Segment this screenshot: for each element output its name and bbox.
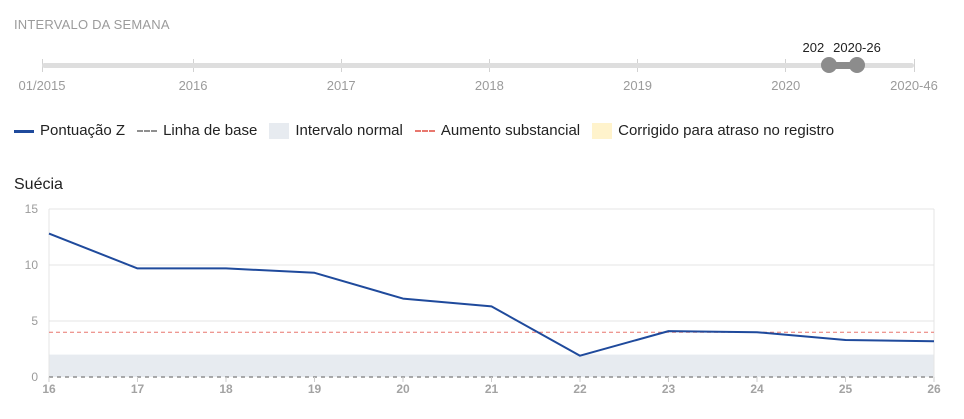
x-tick-label: 21 [485, 382, 499, 396]
chart-title: Suécia [14, 176, 63, 193]
legend-item-normal-range[interactable]: Intervalo normal [269, 122, 403, 140]
slider-start-label: 202 [802, 40, 825, 55]
x-tick-label: 19 [308, 382, 322, 396]
data-point[interactable] [665, 327, 673, 335]
slider-tick [913, 59, 915, 72]
band-layer [49, 354, 934, 377]
slider-tick-label: 2020 [771, 78, 801, 93]
y-tick-label: 10 [25, 258, 39, 272]
slider-track[interactable] [42, 63, 914, 68]
legend-swatch-substantial-increase [414, 130, 435, 132]
legend-item-baseline[interactable]: Linha de base [137, 122, 257, 140]
legend-swatch-baseline [137, 130, 158, 132]
week-range-heading: INTERVALO DA SEMANA [14, 17, 170, 32]
legend-item-delay-corrected[interactable]: Corrigido para atraso no registro [592, 122, 834, 140]
slider-tick-label: 2019 [623, 78, 653, 93]
legend-swatch-delay-corrected [592, 123, 613, 139]
grid-layer [48, 208, 935, 377]
slider-end-handle[interactable] [849, 57, 865, 73]
data-point[interactable] [399, 295, 407, 303]
data-point[interactable] [930, 337, 938, 345]
legend-label-delay-corrected: Corrigido para atraso no registro [618, 122, 835, 139]
y-tick-label: 0 [31, 370, 38, 384]
normal-range-band [49, 354, 934, 377]
x-tick-label: 22 [573, 382, 587, 396]
data-point[interactable] [45, 230, 53, 238]
data-point[interactable] [842, 336, 850, 344]
x-tick-label: 18 [219, 382, 233, 396]
series-line-z-score [48, 232, 935, 357]
data-point[interactable] [488, 302, 496, 310]
legend-label-z-score: Pontuação Z [40, 122, 126, 139]
legend-item-z-score[interactable]: Pontuação Z [14, 122, 125, 140]
legend-swatch-normal-range [269, 123, 290, 139]
x-tick-label: 25 [839, 382, 853, 396]
y-tick-label: 15 [25, 202, 39, 216]
series-layer [45, 230, 938, 360]
legend-item-substantial-increase[interactable]: Aumento substancial [414, 122, 581, 140]
slider-tick-label: 01/2015 [18, 78, 66, 93]
data-point[interactable] [753, 328, 761, 336]
slider-tick-label: 2020-46 [890, 78, 938, 93]
z-score-chart: 0 5 10 15 16 17 18 19 20 21 22 23 24 25 26 [25, 202, 941, 396]
legend-label-normal-range: Intervalo normal [295, 122, 403, 139]
y-tick-label: 5 [31, 314, 38, 328]
x-tick-label: 26 [927, 382, 941, 396]
slider-start-handle[interactable] [820, 57, 837, 73]
chart-legend: Pontuação Z Linha de base Intervalo norm… [14, 122, 846, 140]
data-point[interactable] [134, 264, 142, 272]
data-point[interactable] [576, 352, 584, 360]
slider-tick-label: 2016 [178, 78, 208, 93]
x-tick-label: 20 [396, 382, 410, 396]
x-tick-label: 17 [131, 382, 145, 396]
legend-label-baseline: Linha de base [163, 122, 258, 139]
legend-swatch-z-score [14, 129, 34, 133]
slider-selected-range[interactable] [828, 62, 857, 69]
x-tick-label: 16 [42, 382, 56, 396]
axes-layer: 0 5 10 15 16 17 18 19 20 21 22 23 24 25 26 [25, 202, 941, 396]
slider-tick-label: 2018 [474, 78, 504, 93]
legend-label-substantial-increase: Aumento substancial [440, 122, 581, 139]
week-range-slider[interactable]: 202 2020-26 01/2015 2016 2017 2018 2019 2020 2… [0, 0, 964, 100]
data-point[interactable] [222, 264, 230, 272]
slider-tick-label: 2017 [326, 78, 356, 93]
slider-end-label: 2020-26 [833, 40, 881, 55]
data-point[interactable] [311, 269, 319, 277]
x-tick-label: 23 [662, 382, 676, 396]
x-tick-label: 24 [750, 382, 764, 396]
